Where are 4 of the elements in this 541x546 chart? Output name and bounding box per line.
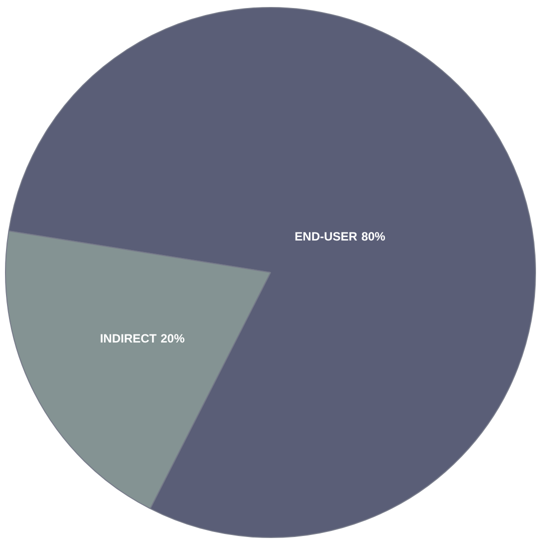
data-label: 80% <box>361 229 386 244</box>
data-label: 20% <box>160 332 185 346</box>
slice-label: END-USER <box>294 229 358 244</box>
slice-label: INDIRECT <box>100 332 158 346</box>
